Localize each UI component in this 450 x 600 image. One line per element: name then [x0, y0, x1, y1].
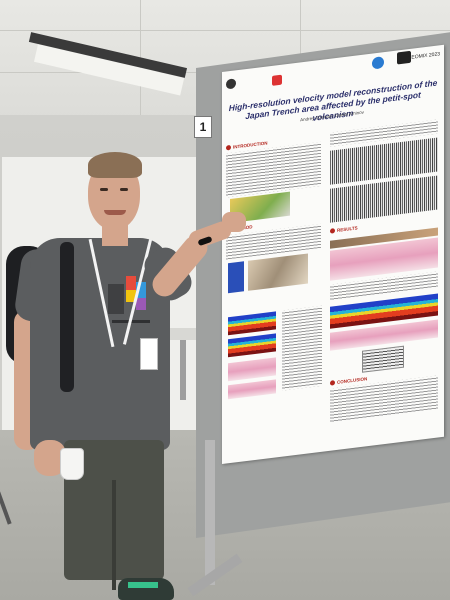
- poster-board-leg: [205, 440, 215, 585]
- hair: [88, 152, 142, 178]
- conference-badge: GEOMIX 2023: [407, 51, 440, 62]
- bullet-icon: [330, 228, 335, 235]
- paper-cup: [60, 448, 84, 480]
- name-badge: [140, 338, 158, 370]
- board-number-label: 1: [194, 116, 212, 138]
- side-table-leg: [180, 340, 186, 400]
- velocity-model-2: [228, 333, 276, 358]
- poster: GEOMIX 2023 High-resolution velocity mod…: [222, 44, 444, 465]
- globe-logo: [372, 56, 384, 70]
- velocity-model-1: [228, 311, 276, 336]
- ceiling-seam: [0, 30, 450, 31]
- section-title-results: RESULTS: [330, 225, 358, 235]
- institute-logo: [226, 78, 236, 90]
- velocity-profile-figure: [228, 261, 244, 294]
- sneaker-stripe: [128, 582, 158, 588]
- left-eye: [100, 188, 108, 191]
- university-logo: [272, 74, 282, 86]
- trouser-seam: [112, 480, 116, 590]
- results-table: [362, 345, 404, 373]
- velocity-model-4: [228, 379, 276, 400]
- velocity-model-3: [228, 357, 276, 382]
- bullet-icon: [226, 145, 231, 151]
- fault-map-figure: [248, 253, 308, 291]
- backpack-strap: [60, 242, 74, 392]
- bullet-icon: [330, 380, 335, 387]
- smile: [104, 210, 126, 215]
- ceiling-seam: [300, 0, 301, 80]
- introduction-text: [226, 141, 321, 198]
- results-text-left: [282, 305, 322, 391]
- right-eye: [120, 188, 128, 191]
- pointing-hand: [222, 212, 246, 232]
